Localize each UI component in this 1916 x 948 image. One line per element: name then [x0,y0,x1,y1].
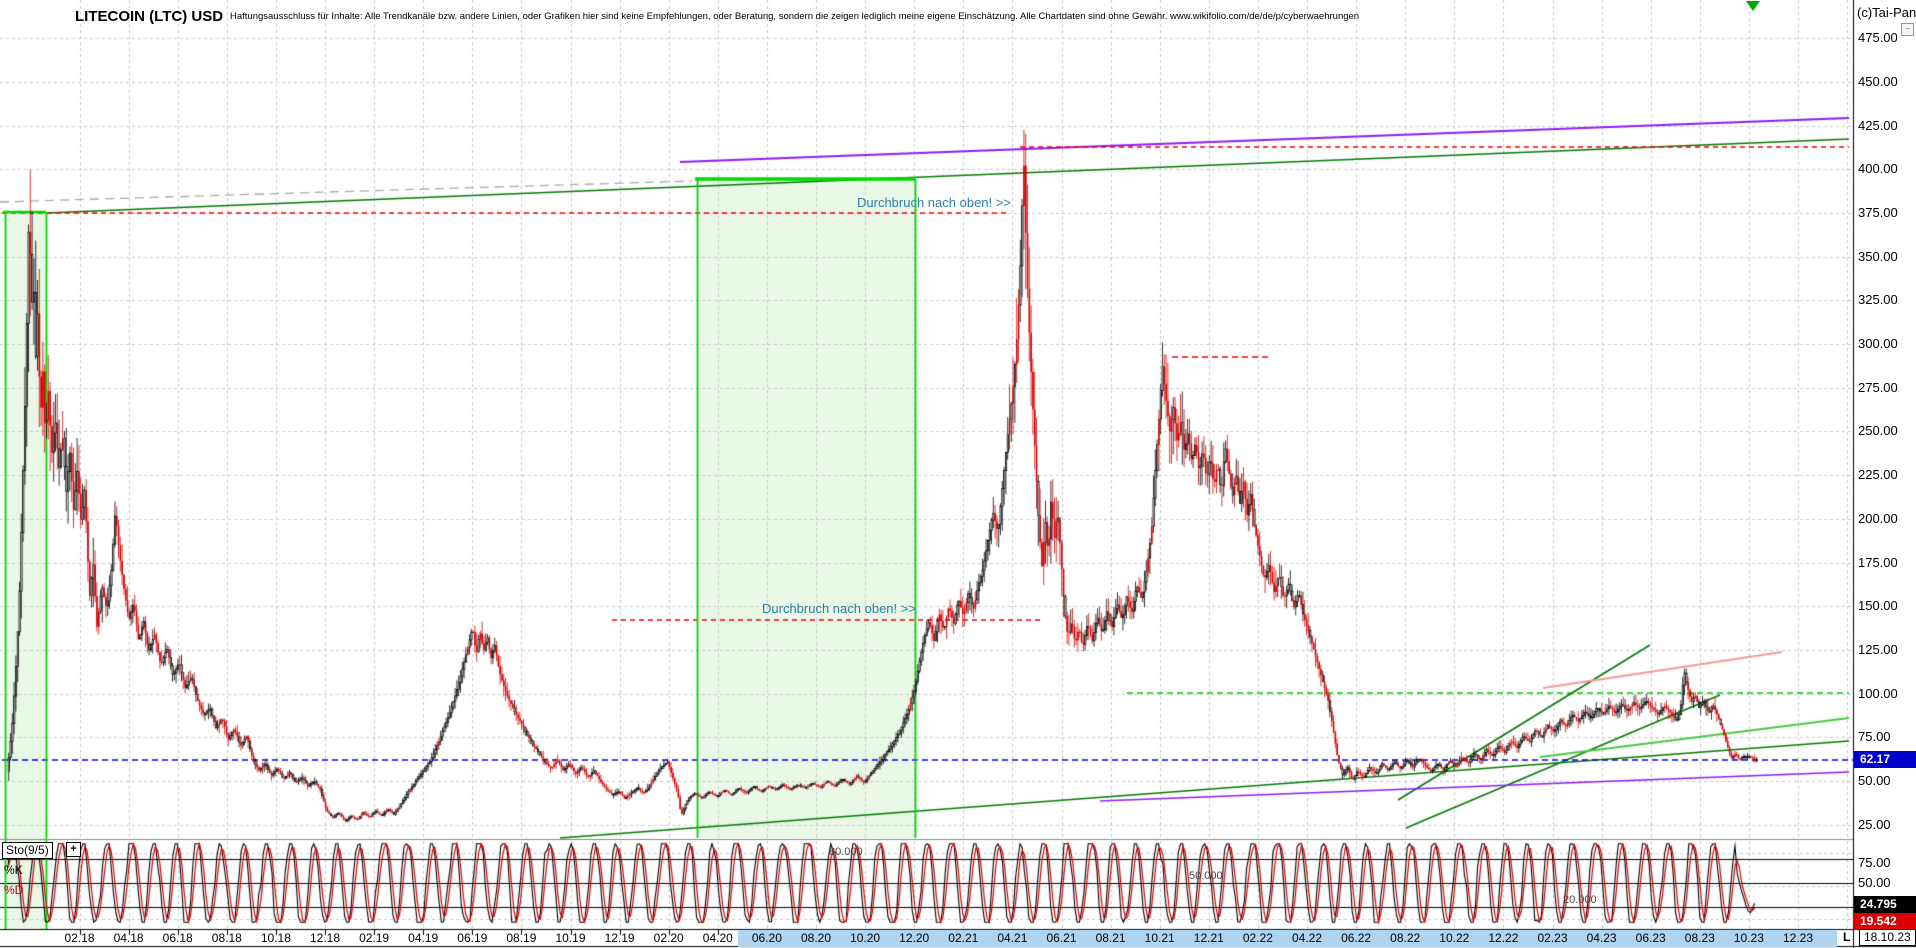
breakout-annotation-lower: Durchbruch nach oben! >> [762,601,916,616]
last-date-box: 18.10.23 [1859,929,1916,946]
time-tick-label: 12.23 [1782,931,1814,945]
time-tick-label: 02.22 [1242,931,1273,945]
time-tick-label: 10.22 [1439,931,1470,945]
breakout-annotation-upper: Durchbruch nach oben! >> [857,195,1011,210]
price-tick-label: 425.00 [1858,118,1898,133]
price-tick-label: 350.00 [1858,249,1898,264]
sto-axis-label: 50.00 [1858,875,1891,890]
percent-k-label: %K [4,863,23,877]
sto-axis-label: 75.00 [1858,855,1891,870]
page-title: LITECOIN (LTC) USD [75,8,224,25]
percent-d-label: %D [4,883,24,897]
time-tick-label: 06.18 [162,931,193,945]
minimize-icon[interactable]: – [1901,23,1914,36]
disclaimer-text: Haftungsausschluss für Inhalte: Alle Tre… [230,11,1360,22]
time-tick-label: 06.21 [1046,931,1077,945]
time-tick-label: 12.20 [899,931,930,945]
price-tick-label: 75.00 [1858,729,1891,744]
time-tick-label: 04.22 [1291,931,1323,945]
price-tick-label: 325.00 [1858,292,1898,307]
time-tick-label: 12.18 [309,931,341,945]
time-tick-label: 06.20 [751,931,782,945]
sto-level-label: 20.000 [1563,894,1597,906]
price-tick-label: 250.00 [1858,423,1898,438]
time-tick-label: 04.20 [702,931,733,945]
price-tick-label: 125.00 [1858,642,1898,657]
price-tick-label: 300.00 [1858,336,1898,351]
price-tick-label: 175.00 [1858,555,1898,570]
time-tick-label: 10.20 [850,931,881,945]
last-price-badge: 62.17 [1854,751,1916,768]
time-tick-label: 08.23 [1684,931,1715,945]
price-tick-label: 275.00 [1858,380,1898,395]
sto-level-label: 80.000 [829,846,863,858]
time-tick-label: 12.19 [604,931,635,945]
price-tick-label: 375.00 [1858,205,1898,220]
price-tick-label: 100.00 [1858,686,1898,701]
time-tick-label: 08.19 [506,931,537,945]
time-tick-label: 08.21 [1095,931,1126,945]
time-tick-label: 10.18 [260,931,291,945]
time-tick-label: 02.19 [359,931,390,945]
d-value-badge: 19.542 [1854,913,1916,930]
time-tick-label: 06.19 [457,931,488,945]
time-tick-label: 10.21 [1144,931,1175,945]
time-tick-label: 06.23 [1635,931,1666,945]
price-tick-label: 450.00 [1858,74,1898,89]
time-tick-label: 08.20 [800,931,832,945]
time-tick-label: 10.19 [555,931,586,945]
price-tick-label: 50.00 [1858,773,1891,788]
time-tick-label: 06.22 [1341,931,1372,945]
green-marker-icon [1746,1,1760,11]
time-tick-label: 10.23 [1733,931,1764,945]
last-bar-label: L [1843,930,1851,944]
time-tick-label: 02.21 [948,931,979,945]
price-tick-label: 200.00 [1858,511,1898,526]
time-tick-label: 08.22 [1390,931,1421,945]
price-tick-label: 150.00 [1858,598,1898,613]
price-tick-label: 225.00 [1858,467,1898,482]
time-tick-label: 02.18 [64,931,95,945]
price-tick-label: 475.00 [1858,30,1898,45]
time-tick-label: 02.20 [653,931,684,945]
time-tick-label: 12.21 [1193,931,1224,945]
k-value-badge: 24.795 [1854,896,1916,913]
time-tick-label: 04.18 [113,931,144,945]
time-tick-label: 02.23 [1537,931,1568,945]
indicator-name-box[interactable]: Sto(9/5) [2,842,53,859]
time-axis-highlight [738,930,1837,947]
price-tick-label: 25.00 [1858,817,1891,832]
time-tick-label: 12.22 [1488,931,1519,945]
time-tick-label: 04.23 [1586,931,1617,945]
indicator-add-button[interactable]: + [66,842,81,857]
time-tick-label: 08.18 [211,931,242,945]
copyright-label: (c)Tai-Pan [1857,5,1916,20]
sto-level-label: 50.000 [1189,870,1223,882]
time-tick-label: 04.21 [997,931,1028,945]
time-tick-label: 04.19 [408,931,439,945]
price-tick-label: 400.00 [1858,161,1898,176]
